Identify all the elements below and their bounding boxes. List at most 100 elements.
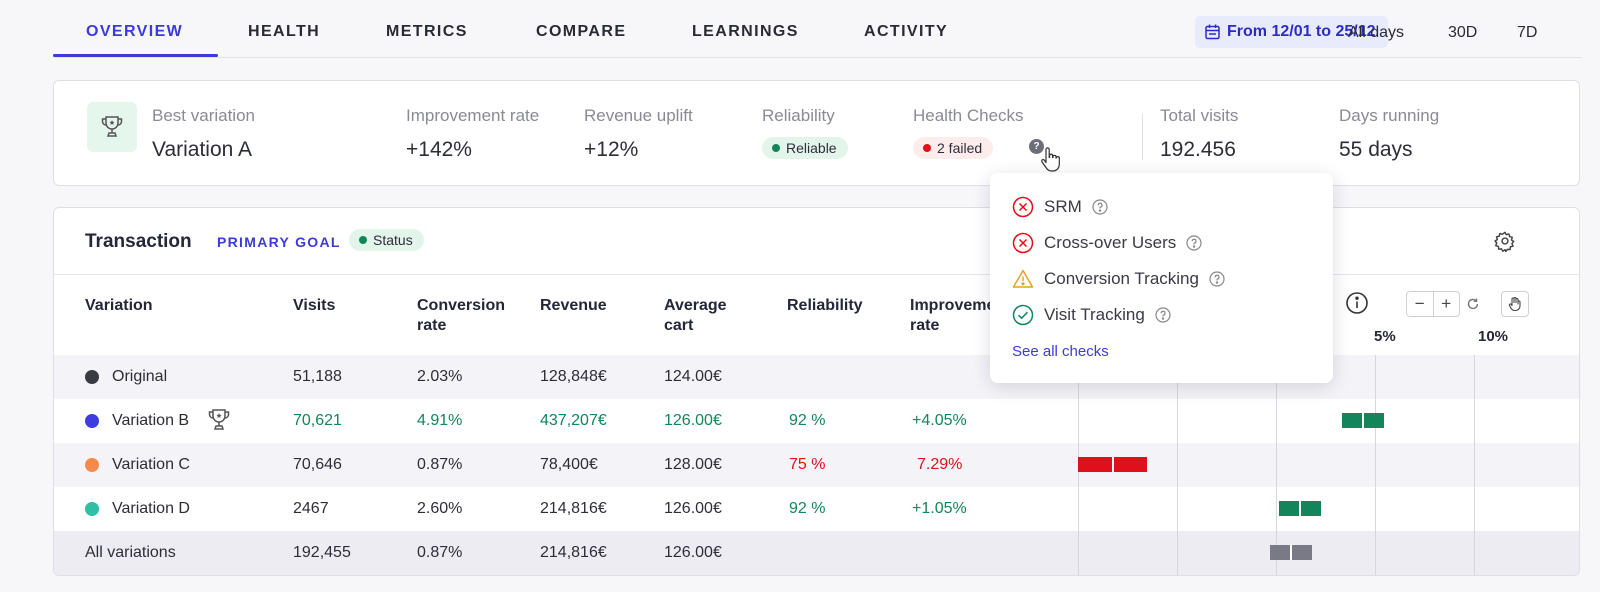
improvement-cell: +1.05%	[912, 500, 967, 517]
hand-icon	[1508, 296, 1521, 312]
question-icon[interactable]	[1186, 235, 1202, 251]
col-average-cart: Average cart	[664, 297, 727, 334]
health-check-label: SRM	[1044, 197, 1082, 216]
reliability-cell: 92 %	[789, 412, 826, 429]
health-checks-help-icon[interactable]: ?	[1029, 139, 1044, 154]
total-visits-label: Total visits	[1160, 106, 1239, 125]
revenue-cell: 78,400€	[540, 456, 598, 473]
table-row[interactable]: Variation B 70,621 4.91% 437,207€ 126.00…	[54, 399, 1579, 443]
check-circle-icon	[1012, 304, 1034, 326]
table-row[interactable]: Variation D 2467 2.60% 214,816€ 126.00€ …	[54, 487, 1579, 531]
health-check-label: Visit Tracking	[1044, 305, 1145, 324]
variation-name: Variation C	[112, 456, 190, 473]
gear-icon[interactable]	[1494, 230, 1516, 252]
reliability-cell: 92 %	[789, 500, 826, 517]
range-all-days[interactable]: All days	[1348, 24, 1405, 41]
improvement-cell: +4.05%	[912, 412, 967, 429]
cart-cell: 128.00€	[664, 456, 722, 473]
tab-health[interactable]: HEALTH	[248, 23, 321, 40]
health-checks-badge[interactable]: 2 failed	[913, 137, 994, 159]
tab-learnings[interactable]: LEARNINGS	[692, 23, 799, 40]
summary-card: Best variation Variation A Improvement r…	[53, 80, 1580, 186]
question-icon[interactable]	[1092, 199, 1108, 215]
zoom-out-button[interactable]: −	[1414, 294, 1425, 313]
failed-x-icon	[1012, 196, 1034, 218]
table-row[interactable]: Variation C 70,646 0.87% 78,400€ 128.00€…	[54, 443, 1579, 487]
question-icon[interactable]	[1209, 271, 1225, 287]
pan-button[interactable]	[1501, 291, 1529, 317]
visits-cell: 51,188	[293, 368, 342, 385]
tab-metrics[interactable]: METRICS	[386, 23, 468, 40]
best-variation-value: Variation A	[152, 138, 253, 161]
visits-cell: 70,621	[293, 412, 342, 429]
zoom-in-button[interactable]: +	[1432, 292, 1460, 316]
summary-divider	[1142, 114, 1143, 160]
tab-compare[interactable]: COMPARE	[536, 23, 627, 40]
col-reliability: Reliability	[787, 297, 863, 314]
improvement-rate-label: Improvement rate	[406, 106, 540, 125]
see-all-checks-link[interactable]: See all checks	[1012, 343, 1109, 360]
variation-c-interval-bar[interactable]	[1078, 457, 1147, 472]
table-row-total[interactable]: All variations 192,455 0.87% 214,816€ 12…	[54, 531, 1579, 575]
revenue-cell: 214,816€	[540, 544, 607, 561]
reset-zoom-icon[interactable]	[1466, 297, 1480, 311]
cart-cell: 126.00€	[664, 500, 722, 517]
col-conversion-rate: Conversion rate	[417, 297, 506, 334]
chart-grid-line	[1276, 355, 1277, 575]
question-icon[interactable]	[1155, 307, 1171, 323]
health-check-visit-tracking[interactable]: Visit Tracking	[1012, 303, 1171, 327]
chart-grid-line	[1375, 355, 1376, 575]
top-nav: OVERVIEW HEALTH METRICS COMPARE LEARNING…	[53, 0, 1582, 58]
info-icon[interactable]	[1345, 291, 1369, 315]
revenue-uplift-label: Revenue uplift	[584, 106, 693, 125]
variation-name: All variations	[85, 544, 176, 561]
warning-icon	[1012, 269, 1034, 288]
table-row[interactable]: Original 51,188 2.03% 128,848€ 124.00€	[54, 355, 1579, 399]
variation-b-interval-bar[interactable]	[1342, 413, 1384, 428]
conversion-cell: 2.60%	[417, 500, 463, 517]
date-range-label: From 12/01 to 25/12	[1227, 23, 1376, 40]
variation-color-dot	[85, 370, 99, 384]
status-dot	[359, 236, 367, 244]
active-tab-indicator	[53, 54, 218, 57]
header-divider	[54, 274, 1579, 275]
range-7d[interactable]: 7D	[1517, 24, 1538, 41]
visits-cell: 192,455	[293, 544, 351, 561]
trophy-icon	[208, 409, 230, 430]
trophy-icon	[101, 116, 123, 137]
variation-color-dot	[85, 458, 99, 472]
health-check-label: Cross-over Users	[1044, 233, 1177, 252]
tab-overview[interactable]: OVERVIEW	[86, 23, 184, 40]
col-improvement-rate: Improveme rate	[910, 297, 996, 334]
variation-color-dot	[85, 414, 99, 428]
all-variations-interval-bar[interactable]	[1270, 545, 1312, 560]
health-check-conversion-tracking[interactable]: Conversion Tracking	[1012, 267, 1225, 291]
zoom-controls: − +	[1406, 291, 1460, 317]
hand-pointer-cursor-icon	[1041, 147, 1060, 172]
range-30d[interactable]: 30D	[1448, 24, 1478, 41]
revenue-cell: 437,207€	[540, 412, 607, 429]
health-check-crossover-users[interactable]: Cross-over Users	[1012, 231, 1202, 255]
chart-grid-line	[1177, 355, 1178, 575]
variation-d-interval-bar[interactable]	[1279, 501, 1321, 516]
variation-name: Variation D	[112, 500, 190, 517]
axis-label-5: 5%	[1374, 328, 1396, 345]
cart-cell: 126.00€	[664, 412, 722, 429]
date-range-button[interactable]: From 12/01 to 25/12	[1195, 16, 1388, 48]
revenue-cell: 214,816€	[540, 500, 607, 517]
transaction-card: Transaction PRIMARY GOAL Status Variatio…	[53, 207, 1580, 576]
improvement-cell: 7.29%	[917, 456, 963, 473]
conversion-cell: 0.87%	[417, 544, 463, 561]
reliability-cell: 75 %	[789, 456, 826, 473]
axis-label-10: 10%	[1478, 328, 1509, 345]
variation-name: Original	[112, 368, 168, 385]
reliability-value: Reliable	[786, 140, 837, 156]
reliability-label: Reliability	[762, 106, 835, 125]
health-check-srm[interactable]: SRM	[1012, 195, 1108, 219]
visits-cell: 70,646	[293, 456, 342, 473]
col-visits: Visits	[293, 297, 336, 314]
variation-color-dot	[85, 502, 99, 516]
tab-activity[interactable]: ACTIVITY	[864, 23, 949, 40]
days-running-label: Days running	[1339, 106, 1440, 125]
conversion-cell: 2.03%	[417, 368, 463, 385]
